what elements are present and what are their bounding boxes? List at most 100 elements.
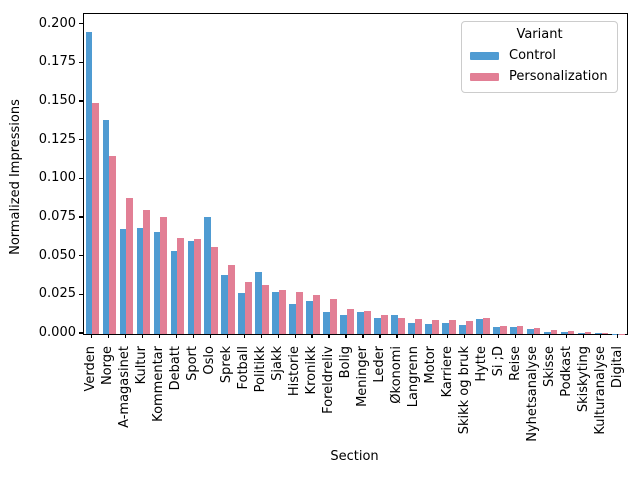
x-tick — [413, 334, 415, 338]
bar-personalization-kronikk — [313, 294, 320, 334]
x-tick-label-text: Foreldreliv — [321, 346, 337, 414]
x-tick-label-text: Kronikk — [304, 346, 320, 395]
x-tick-label-text: Fotball — [236, 346, 252, 390]
bar-personalization-bolig — [347, 308, 354, 334]
y-tick — [79, 139, 83, 141]
x-tick-label-text: Norge — [100, 346, 116, 386]
bar-control-langrenn — [408, 322, 415, 334]
x-tick — [447, 334, 449, 338]
x-tick — [498, 334, 500, 338]
x-tick — [260, 334, 262, 338]
x-tick-label-text: Sprek — [219, 346, 235, 384]
bar-control-kultur — [136, 228, 144, 334]
bar-personalization-oslo — [211, 246, 219, 334]
x-tick-label-text: Kulturanalyse — [592, 346, 608, 435]
bar-personalization-skikk-og-bruk — [465, 321, 473, 334]
x-tick — [430, 334, 432, 338]
x-tick — [328, 334, 330, 338]
x-tick — [582, 334, 585, 338]
x-tick-label-text: Historie — [287, 346, 303, 397]
x-tick-label-text: Debatt — [168, 346, 184, 391]
y-tick-label: 0.125 — [38, 131, 76, 147]
y-tick-label: 0.150 — [38, 93, 76, 108]
bar-personalization-nyhetsanalyse — [533, 327, 541, 334]
x-tick — [311, 334, 313, 338]
x-tick — [107, 334, 110, 338]
x-tick — [141, 334, 143, 338]
x-tick — [616, 334, 619, 338]
bar-control-sprek — [221, 274, 229, 334]
y-tick — [79, 100, 83, 102]
x-tick-label-text: Motor — [422, 346, 438, 384]
bar-personalization-foreldreliv — [330, 299, 337, 334]
bar-personalization-verden — [92, 102, 100, 334]
x-tick-label-text: Digital — [609, 346, 625, 389]
bar-control-sjakk — [272, 291, 280, 334]
x-tick — [599, 334, 602, 338]
x-tick-label-text: Si ;D — [490, 346, 506, 377]
x-tick — [464, 334, 466, 338]
bar-control-økonomi — [391, 314, 398, 334]
bar-personalization-langrenn — [414, 319, 422, 334]
bar-personalization-hytte — [482, 317, 490, 334]
control-swatch-icon — [470, 51, 499, 60]
bar-control-motor — [425, 323, 432, 334]
x-tick-label-text: Leder — [371, 346, 387, 383]
x-tick-label-text: A-magasinet — [117, 346, 133, 428]
x-tick-label-text: Nyhetsanalyse — [524, 346, 540, 442]
x-tick-label-text: Skisse — [541, 346, 557, 387]
x-tick-label-text: Karriere — [439, 346, 455, 398]
x-tick-label-text: Skiskyting — [575, 346, 591, 413]
x-tick — [379, 334, 381, 338]
x-tick — [209, 334, 211, 338]
x-tick — [345, 334, 347, 338]
personalization-swatch-icon — [470, 72, 499, 81]
x-tick — [294, 334, 296, 338]
x-tick — [90, 334, 93, 338]
bar-control-podkast — [560, 332, 568, 334]
bar-personalization-norge — [109, 156, 117, 334]
x-tick — [277, 334, 279, 338]
x-tick-label-text: Sport — [185, 346, 201, 381]
bar-personalization-kommentar — [160, 217, 168, 334]
bar-control-hytte — [475, 319, 483, 334]
bar-personalization-sjakk — [279, 289, 286, 334]
bar-control-oslo — [204, 217, 212, 334]
bar-personalization-si-d — [499, 325, 507, 334]
bar-control-fotball — [238, 292, 246, 334]
x-tick-label-text: Hytte — [473, 346, 489, 382]
y-tick — [79, 23, 83, 25]
legend: Variant Control Personalization — [461, 21, 618, 93]
y-tick — [79, 255, 83, 257]
bar-control-karriere — [442, 322, 449, 334]
x-tick-label-text: Økonomi — [388, 346, 404, 404]
x-axis-label: Section — [83, 449, 626, 464]
bar-control-bolig — [340, 314, 347, 334]
x-axis-label-text: Section — [330, 449, 379, 464]
bar-personalization-karriere — [448, 320, 456, 334]
y-tick-label: 0.200 — [38, 15, 76, 31]
y-axis-label-text: Normalized Impressions — [8, 99, 23, 255]
bar-personalization-reise — [516, 326, 524, 334]
legend-row-control: Control — [462, 45, 617, 66]
y-tick-label: 0.025 — [38, 286, 76, 302]
bar-personalization-skiskyting — [584, 332, 592, 334]
bar-control-foreldreliv — [323, 311, 331, 334]
y-tick — [79, 216, 83, 218]
bar-control-skikk-og-bruk — [459, 324, 466, 334]
x-tick — [362, 334, 364, 338]
bar-personalization-skisse — [550, 330, 558, 334]
x-tick-label-text: Politikk — [253, 346, 269, 393]
x-tick-label-text: Verden — [83, 346, 99, 392]
bar-control-meninger — [357, 311, 364, 334]
legend-title: Variant — [516, 27, 563, 42]
bar-control-norge — [102, 119, 110, 334]
y-tick-label: 0.100 — [38, 170, 76, 186]
bar-control-historie — [289, 303, 297, 334]
bar-control-skisse — [543, 331, 551, 334]
x-tick-label-text: Podkast — [558, 346, 574, 397]
x-tick — [226, 334, 228, 338]
x-tick-label-text: Meninger — [354, 346, 370, 407]
x-tick-label-text: Kultur — [134, 346, 150, 385]
